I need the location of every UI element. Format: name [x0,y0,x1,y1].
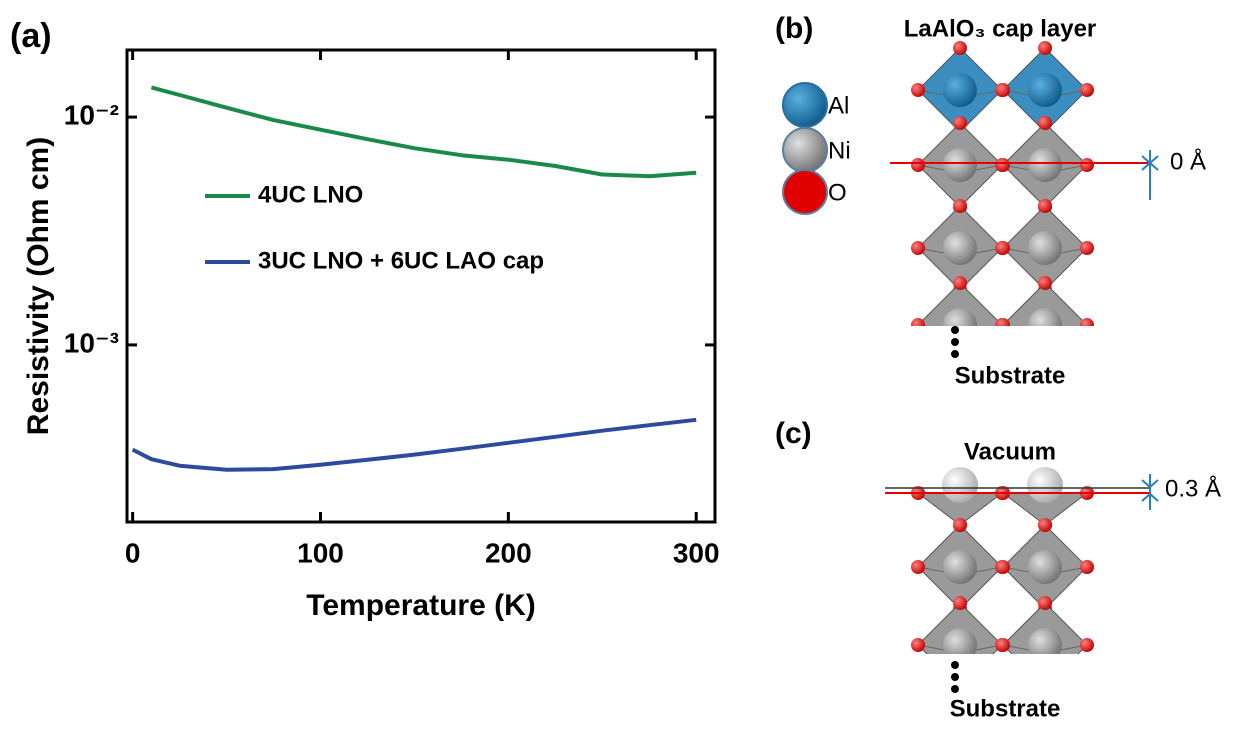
x-axis-label: Temperature (K) [306,589,535,622]
atom [943,628,977,654]
substrate-label: Substrate [955,362,1066,389]
y-tick-label: 10⁻³ [64,327,119,358]
oxygen [1038,518,1052,532]
legend-text: O [828,179,847,206]
offset-label: 0 Å [1170,147,1206,175]
oxygen [996,638,1010,652]
atom [943,308,977,326]
vacuum-label: Vacuum [964,438,1056,465]
oxygen [1038,276,1052,290]
x-tick-label: 100 [297,537,344,568]
atom [943,231,977,265]
oxygen [996,560,1010,574]
offset-label: 0.3 Å [1165,474,1221,502]
oxygen [953,199,967,213]
lattice [911,41,1094,326]
atom [943,73,977,107]
oxygen [1080,318,1094,326]
atom [943,550,977,584]
oxygen [911,638,925,652]
oxygen [1038,680,1052,694]
panel-label: (a) [10,17,52,55]
x-tick-label: 300 [673,537,720,568]
legend-text: Ni [828,137,851,164]
oxygen [996,318,1010,326]
oxygen [1080,241,1094,255]
oxygen [1080,83,1094,97]
oxygen [911,83,925,97]
atom [1028,73,1062,107]
oxygen [911,560,925,574]
cap-layer-label: LaAlO₃ cap layer [904,15,1097,42]
x-tick-label: 200 [485,537,532,568]
oxygen [911,241,925,255]
atom [943,148,977,182]
atom [1027,467,1063,503]
oxygen [953,518,967,532]
atom [1028,308,1062,326]
y-tick-label: 10⁻² [64,99,119,130]
atom [942,467,978,503]
atom [1028,550,1062,584]
atom [1028,628,1062,654]
plot-frame [125,48,717,524]
legend-atom [782,169,828,215]
oxygen [1038,41,1052,55]
substrate-label: Substrate [950,695,1061,722]
oxygen [1080,158,1094,172]
legend-text: Al [828,92,849,119]
oxygen [996,158,1010,172]
data-line [131,417,697,472]
panel-label: (c) [775,417,812,450]
lattice [911,467,1094,694]
octahedron-edge [917,324,1003,326]
legend-label: 3UC LNO + 6UC LAO cap [258,247,544,274]
y-axis-label: Resistivity (Ohm cm) [22,137,55,435]
oxygen [953,596,967,610]
oxygen [1080,638,1094,652]
arrow [1141,155,1159,171]
oxygen [1080,560,1094,574]
ellipsis [951,326,959,693]
octahedron [917,282,1003,326]
legend-label: 4UC LNO [258,181,363,208]
x-tick-label: 0 [125,537,141,568]
data-line [150,85,697,179]
atom [1028,148,1062,182]
oxygen [911,158,925,172]
oxygen [953,41,967,55]
oxygen [1038,199,1052,213]
legend-atom [782,127,828,173]
legend-atom [782,82,828,128]
arrow [1141,479,1159,502]
oxygen [953,116,967,130]
oxygen [1038,596,1052,610]
oxygen [1038,116,1052,130]
atom [1028,231,1062,265]
octahedron [1002,282,1088,326]
panel-label: (b) [775,12,813,45]
oxygen [953,276,967,290]
oxygen [996,241,1010,255]
oxygen [996,83,1010,97]
octahedron-edge [1002,324,1088,326]
oxygen [911,318,925,326]
